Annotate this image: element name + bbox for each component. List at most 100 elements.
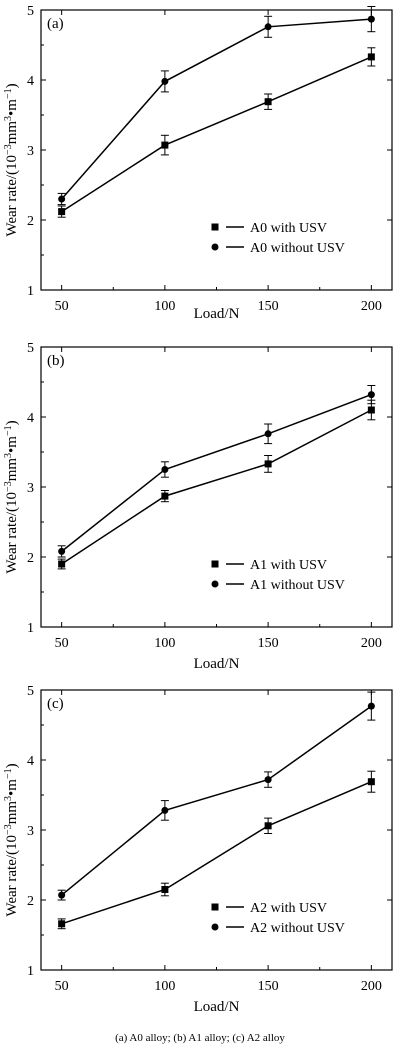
data-point-square <box>264 98 272 106</box>
series-1 <box>57 770 376 930</box>
y-axis-title-part: Wear rate/(10 <box>4 492 20 574</box>
data-point-circle <box>367 391 375 399</box>
y-axis-title: Wear rate/(10−3mm3•m−1) <box>3 420 21 573</box>
data-point-circle <box>264 776 272 784</box>
y-tick-label: 3 <box>27 144 34 159</box>
legend-label: A1 with USV <box>250 558 327 573</box>
legend-label: A2 with USV <box>250 901 327 916</box>
x-axis-title: Load/N <box>194 656 240 672</box>
x-tick-label: 50 <box>55 979 69 994</box>
y-tick-label: 2 <box>27 214 34 229</box>
legend-marker-square <box>211 903 219 911</box>
data-point-square <box>367 406 375 414</box>
series-line <box>61 705 372 896</box>
series-line <box>61 18 372 200</box>
y-tick-label: 1 <box>27 284 34 299</box>
legend-label: A0 with USV <box>250 221 327 236</box>
y-axis-title-part: ) <box>4 763 20 768</box>
y-axis-title-part: •m <box>4 436 20 453</box>
data-point-circle <box>58 891 66 899</box>
y-axis-title-part: mm <box>4 458 20 482</box>
panel-label: (b) <box>47 353 65 369</box>
x-tick-label: 100 <box>154 299 175 314</box>
y-tick-label: 4 <box>27 411 34 426</box>
y-axis-title-part: •m <box>4 779 20 796</box>
panel-label: (c) <box>47 696 64 712</box>
x-tick-label: 150 <box>258 636 279 651</box>
legend-marker-circle <box>211 243 219 251</box>
y-tick-label: 4 <box>27 74 34 89</box>
legend-marker-square <box>211 560 219 568</box>
y-axis-title-part: −3 <box>3 824 14 835</box>
data-point-circle <box>367 702 375 710</box>
y-axis-title-part: •m <box>4 99 20 116</box>
legend-entry-2: A1 without USV <box>211 578 345 593</box>
y-tick-label: 5 <box>27 4 34 19</box>
y-axis-title-part: −1 <box>3 425 14 436</box>
series-line <box>61 781 372 925</box>
legend-entry-1: A0 with USV <box>211 221 327 236</box>
legend-marker-square <box>211 223 219 231</box>
y-axis-title-part: mm <box>4 801 20 825</box>
y-axis-title: Wear rate/(10−3mm3•m−1) <box>3 763 21 916</box>
series-2 <box>57 385 376 558</box>
x-axis-title: Load/N <box>194 306 240 322</box>
series-1 <box>57 399 376 570</box>
data-point-circle <box>58 547 66 555</box>
data-point-circle <box>367 15 375 23</box>
series-1 <box>57 47 376 218</box>
y-tick-label: 1 <box>27 964 34 979</box>
x-tick-label: 200 <box>361 979 382 994</box>
y-axis-title-part: ) <box>4 83 20 88</box>
legend-entry-2: A0 without USV <box>211 241 345 256</box>
series-2 <box>57 6 376 206</box>
series-line <box>61 56 372 213</box>
x-axis-title: Load/N <box>194 999 240 1015</box>
legend-entry-1: A1 with USV <box>211 558 327 573</box>
data-point-square <box>367 778 375 786</box>
legend-entry-1: A2 with USV <box>211 901 327 916</box>
y-tick-label: 2 <box>27 551 34 566</box>
x-tick-label: 150 <box>258 299 279 314</box>
x-tick-label: 150 <box>258 979 279 994</box>
legend-entry-2: A2 without USV <box>211 921 345 936</box>
legend-label: A0 without USV <box>250 241 345 256</box>
data-point-square <box>161 492 169 500</box>
y-tick-label: 5 <box>27 341 34 356</box>
data-point-circle <box>161 806 169 814</box>
y-axis-title: Wear rate/(10−3mm3•m−1) <box>3 83 21 236</box>
data-point-circle <box>161 77 169 85</box>
y-axis-title-part: Wear rate/(10 <box>4 155 20 237</box>
y-axis-title-part: −3 <box>3 144 14 155</box>
x-tick-label: 50 <box>55 636 69 651</box>
y-axis-title-part: ) <box>4 420 20 425</box>
y-axis-title-part: 3 <box>3 116 14 121</box>
series-line <box>61 393 372 552</box>
y-axis-title-part: −3 <box>3 481 14 492</box>
legend-label: A2 without USV <box>250 921 345 936</box>
data-point-square <box>367 53 375 61</box>
data-point-square <box>58 560 66 568</box>
y-axis-title-part: mm <box>4 121 20 145</box>
y-axis-title-part: −1 <box>3 88 14 99</box>
data-point-square <box>264 822 272 830</box>
y-tick-label: 1 <box>27 621 34 636</box>
legend-marker-circle <box>211 580 219 588</box>
y-axis-title-part: 3 <box>3 453 14 458</box>
legend-marker-circle <box>211 923 219 931</box>
data-point-circle <box>264 23 272 31</box>
y-tick-label: 4 <box>27 754 34 769</box>
y-tick-label: 2 <box>27 894 34 909</box>
data-point-square <box>264 460 272 468</box>
series-line <box>61 409 372 565</box>
data-point-circle <box>58 195 66 203</box>
y-axis-title-part: 3 <box>3 796 14 801</box>
x-tick-label: 100 <box>154 979 175 994</box>
data-point-square <box>161 886 169 893</box>
x-tick-label: 100 <box>154 636 175 651</box>
panel-label: (a) <box>47 16 64 32</box>
